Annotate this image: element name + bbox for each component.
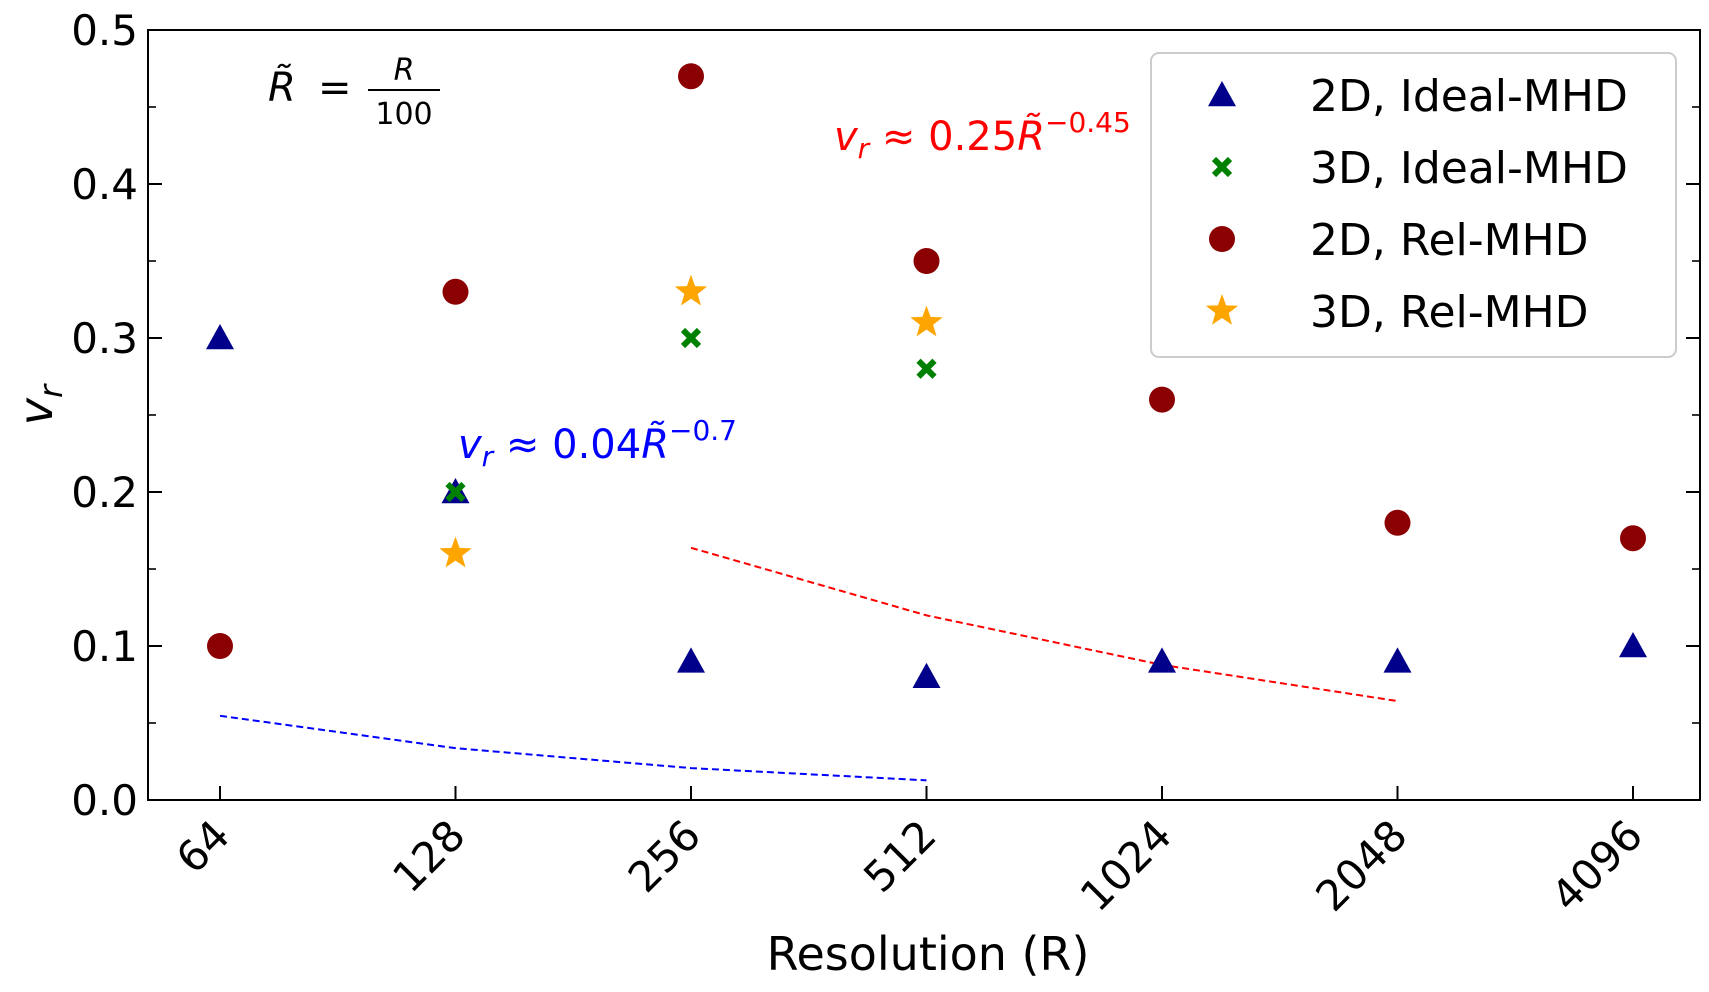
y-tick-label: 0.5: [71, 6, 138, 55]
2d-rel-mhd-point: [1384, 509, 1411, 536]
rel-fit-label-R: R̃: [1017, 112, 1045, 160]
2d-rel-mhd-point: [678, 63, 704, 90]
2d-ideal-mhd-point: [1383, 647, 1412, 673]
y-axis-title-sub: r: [32, 383, 70, 398]
2d-ideal-mhd-point: [1619, 632, 1647, 658]
ideal-fit-line: [219, 714, 927, 782]
y-tick-label: 0.1: [71, 622, 138, 671]
rel-fit-label-var: v: [834, 114, 859, 160]
2d-rel-mhd-point: [442, 278, 469, 305]
2d-rel-mhd-point: [913, 248, 940, 274]
legend-label-2d-ideal-mhd: 2D, Ideal-MHD: [1310, 71, 1628, 122]
ideal-fit-label-R: R̃: [641, 420, 669, 468]
2d-rel-mhd-point: [1620, 525, 1646, 552]
rel-fit-label-sub: r: [858, 132, 871, 165]
y-tick-label: 0.0: [71, 776, 138, 825]
rtilde-den: 100: [375, 97, 432, 132]
3d-rel-mhd-point: [910, 305, 943, 337]
x-tick-label: 4096: [1542, 810, 1652, 920]
x-axis-title: Resolution (R): [767, 927, 1090, 981]
rtilde-eq: =: [318, 65, 352, 111]
3d-ideal-mhd-point: [680, 327, 702, 349]
y-tick-label: 0.4: [71, 160, 138, 209]
legend: 2D, Ideal-MHD 3D, Ideal-MHD 2D, Rel-MHD 3D,…: [1150, 52, 1677, 358]
y-axis-title: vr: [9, 383, 70, 425]
2d-ideal-mhd-point: [1148, 647, 1176, 673]
2d-rel-mhd-point: [1149, 386, 1175, 413]
rel-fit-label-exp: −0.45: [1045, 106, 1131, 139]
x-tick-label: 2048: [1306, 810, 1416, 920]
ideal-fit-label-mid: ≈ 0.04: [493, 422, 641, 468]
2d-ideal-mhd-point: [912, 662, 941, 688]
ideal-fit-label-sub: r: [482, 440, 495, 473]
y-axis-title-var: v: [9, 397, 63, 425]
axis-ticks: [148, 29, 1700, 801]
x-tick-label: 256: [619, 810, 710, 901]
legend-marker-3d-ideal-mhd: [1211, 156, 1233, 178]
3d-rel-mhd-point: [674, 274, 708, 306]
ideal-fit-label-exp: −0.7: [669, 414, 737, 447]
2d-ideal-mhd-point: [677, 647, 705, 673]
rel-fit-line: [690, 546, 1398, 703]
x-tick-label: 512: [854, 810, 945, 901]
3d-ideal-mhd-point: [445, 481, 466, 503]
rel-fit-label-mid: ≈ 0.25: [869, 114, 1017, 160]
legend-label-3d-ideal-mhd: 3D, Ideal-MHD: [1310, 143, 1628, 194]
y-tick-label: 0.3: [71, 314, 138, 363]
x-tick-label: 64: [167, 810, 239, 882]
x-tick-label: 1024: [1071, 810, 1181, 920]
legend-marker-3d-rel-mhd: [1205, 294, 1239, 325]
rel-fit-label: vr ≈ 0.25R̃−0.45: [834, 106, 1131, 165]
legend-marker-2d-rel-mhd: [1209, 226, 1235, 252]
3d-ideal-mhd-point: [916, 358, 937, 379]
2d-rel-mhd-point: [207, 633, 233, 659]
3d-rel-mhd-point: [439, 536, 472, 568]
legend-label-2d-rel-mhd: 2D, Rel-MHD: [1310, 215, 1589, 266]
x-tick-label: 128: [383, 810, 474, 901]
2d-ideal-mhd-point: [206, 324, 234, 350]
rtilde-num: R: [394, 53, 415, 88]
y-tick-label: 0.2: [71, 468, 138, 517]
ideal-fit-label-var: v: [458, 422, 483, 468]
rtilde-lhs: R̃: [268, 63, 296, 111]
legend-label-3d-rel-mhd: 3D, Rel-MHD: [1310, 287, 1589, 338]
legend-marker-2d-ideal-mhd: [1208, 81, 1236, 107]
data-markers: [206, 63, 1647, 688]
rtilde-definition: R̃ = R 100: [268, 53, 440, 132]
fit-lines: [219, 546, 1398, 782]
legend-box: [1150, 52, 1677, 358]
ideal-fit-label: vr ≈ 0.04R̃−0.7: [458, 414, 737, 473]
